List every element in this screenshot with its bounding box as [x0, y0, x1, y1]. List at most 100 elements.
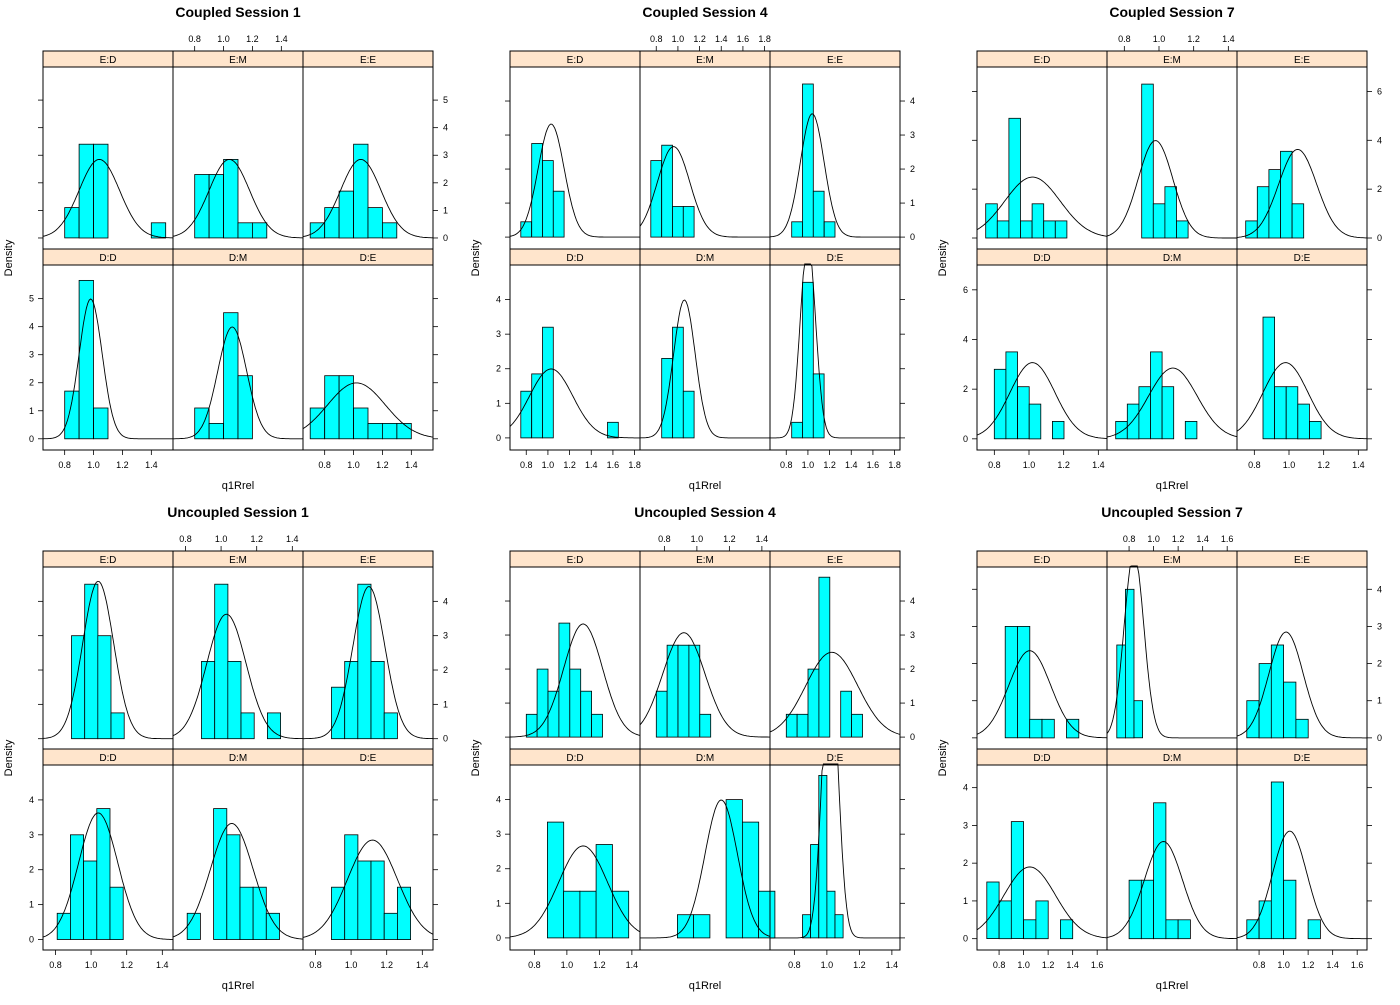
histogram-bar	[996, 220, 1010, 239]
x-tick-label: 1.4	[145, 460, 158, 470]
histogram-bar	[1177, 919, 1191, 940]
panel-e-d: E:D	[509, 550, 641, 738]
histogram-bar	[1125, 588, 1135, 739]
histogram-bar	[661, 144, 673, 238]
x-tick-label: 0.8	[788, 960, 801, 970]
panel-strip-label: E:E	[1294, 555, 1310, 566]
panel-e-m: E:M	[172, 550, 304, 749]
y-tick-label: 4	[29, 322, 34, 332]
x-tick-label: 1.6	[607, 460, 620, 470]
panel-d-m: D:M	[1106, 248, 1238, 450]
y-tick-label: 5	[443, 95, 448, 105]
y-tick-label: 2	[963, 858, 968, 868]
y-tick-label: 2	[1377, 659, 1382, 669]
y-tick-label: 2	[496, 864, 501, 874]
y-tick-label: 2	[963, 384, 968, 394]
panel-strip-label: E:D	[100, 55, 117, 66]
histogram-bar	[1005, 351, 1018, 440]
panel-strip-label: D:D	[566, 253, 583, 264]
y-tick-label: 4	[496, 795, 501, 805]
histogram-bar	[309, 407, 326, 440]
histogram-bar	[1128, 879, 1142, 940]
histogram-bar	[802, 83, 814, 238]
histogram-bar	[823, 221, 836, 238]
panel-d-m: D:M	[172, 248, 304, 450]
y-tick-label: 2	[443, 178, 448, 188]
panel-strip-label: D:M	[696, 253, 714, 264]
panel-strip-label: D:D	[99, 753, 116, 764]
x-tick-label: 1.6	[737, 34, 750, 44]
panel-e-m: E:M	[639, 550, 771, 749]
chart-block-2: Coupled Session 4 q1Rrel Density E:D E:M E:E D…	[470, 4, 915, 492]
y-tick-label: 0	[29, 434, 34, 444]
x-tick-label: 1.0	[85, 960, 98, 970]
chart-title: Uncoupled Session 4	[634, 504, 776, 520]
histogram-bar	[201, 661, 216, 740]
histogram-bar	[266, 712, 281, 740]
x-tick-label: 0.8	[179, 534, 192, 544]
panel-e-d: E:D	[42, 50, 174, 239]
histogram-bar	[542, 326, 554, 439]
histogram-bar	[84, 583, 99, 740]
histogram-bar	[208, 174, 224, 239]
density-curve	[172, 823, 304, 940]
histogram-bar	[383, 712, 398, 740]
histogram-bar	[150, 222, 167, 239]
histogram-bar	[78, 143, 94, 239]
histogram-bar	[796, 713, 809, 738]
x-tick-label: 1.4	[886, 960, 899, 970]
x-tick-label: 1.0	[215, 534, 228, 544]
histogram-bar	[64, 207, 80, 239]
x-tick-label: 1.2	[1057, 460, 1070, 470]
density-curve	[639, 632, 770, 738]
histogram-bar	[536, 668, 549, 738]
density-curve	[769, 651, 901, 735]
histogram-bar	[682, 390, 695, 439]
histogram-bar	[1150, 351, 1163, 440]
panel-strip-label: E:M	[229, 55, 247, 66]
histogram-bar	[595, 844, 613, 939]
density-curve	[770, 763, 900, 939]
panel-d-d: D:D	[976, 248, 1108, 440]
x-tick-label: 0.8	[1118, 34, 1131, 44]
panel-strip-label: E:D	[1034, 55, 1051, 66]
y-tick-label: 1	[29, 900, 34, 910]
density-curve	[509, 845, 641, 938]
histogram-bar	[396, 422, 412, 440]
histogram-bar	[666, 644, 679, 738]
histogram-bar	[818, 775, 828, 939]
histogram-bar	[1274, 386, 1287, 440]
histogram-bar	[186, 912, 201, 940]
y-tick-label: 3	[443, 631, 448, 641]
y-tick-label: 4	[443, 123, 448, 133]
x-tick-label: 1.4	[1222, 34, 1235, 44]
x-tick-label: 1.6	[1351, 960, 1364, 970]
x-tick-label: 0.8	[1248, 460, 1261, 470]
histogram-bar	[1176, 220, 1189, 239]
chart-block-6: Uncoupled Session 7 q1Rrel Density E:D E:M E:…	[937, 504, 1382, 992]
y-tick-label: 4	[910, 596, 915, 606]
y-tick-label: 4	[1377, 135, 1382, 145]
x-tick-label: 1.0	[821, 960, 834, 970]
histogram-bar	[1309, 420, 1322, 440]
panel-strip-label: E:D	[1034, 555, 1051, 566]
histogram-bar	[807, 668, 820, 738]
panel-d-e: D:E	[302, 748, 434, 950]
density-curve	[976, 176, 1108, 237]
histogram-bar	[1283, 681, 1297, 739]
panel-strip-label: D:M	[229, 753, 247, 764]
panel-e-m: E:M	[1106, 50, 1238, 249]
y-tick-label: 3	[963, 820, 968, 830]
histogram-bar	[237, 222, 253, 239]
panel-strip-label: E:M	[229, 555, 247, 566]
histogram-bar	[672, 326, 684, 439]
panel-e-d: E:D	[976, 50, 1108, 239]
x-tick-label: 1.0	[672, 34, 685, 44]
chart-block-1: Coupled Session 1 q1Rrel Density E:D E:M E:E D…	[3, 4, 448, 492]
panel-e-d: E:D	[42, 550, 174, 740]
histogram-bar	[239, 886, 254, 941]
chart-title: Uncoupled Session 1	[167, 504, 309, 520]
histogram-bar	[194, 407, 210, 440]
histogram-bar	[370, 860, 385, 940]
